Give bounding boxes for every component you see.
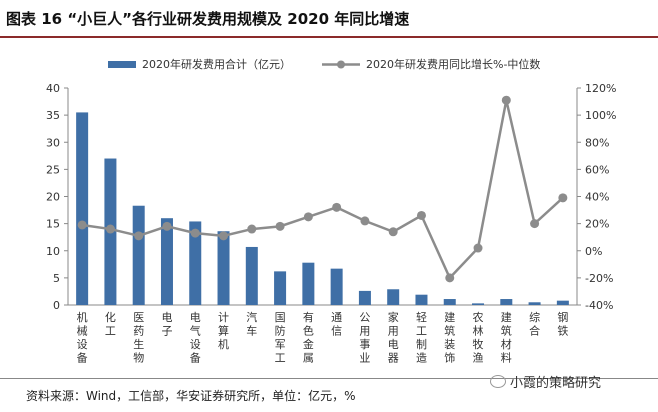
left-tick-label: 35 bbox=[46, 109, 60, 122]
category-label: 计算机 bbox=[218, 311, 229, 351]
category-label: 机械设备 bbox=[77, 310, 88, 365]
watermark-text: 小霞的策略研究 bbox=[510, 376, 602, 391]
bar bbox=[217, 231, 230, 305]
right-tick-label: -40% bbox=[585, 299, 613, 312]
category-label: 有色金属 bbox=[303, 310, 314, 365]
bar bbox=[274, 271, 287, 305]
legend-bar-swatch bbox=[108, 61, 136, 68]
legend: 2020年研发费用合计（亿元） 2020年研发费用同比增长%-中位数 bbox=[108, 57, 540, 71]
category-label: 化工 bbox=[105, 310, 116, 338]
left-tick-label: 25 bbox=[46, 163, 60, 176]
left-tick-label: 15 bbox=[46, 218, 60, 231]
legend-line-label: 2020年研发费用同比增长%-中位数 bbox=[366, 57, 540, 71]
category-label: 农林牧渔 bbox=[473, 310, 484, 365]
growth-point bbox=[388, 227, 398, 237]
right-tick-label: 100% bbox=[585, 109, 616, 122]
left-tick-label: 0 bbox=[53, 299, 60, 312]
bar bbox=[556, 300, 569, 305]
right-tick-label: -20% bbox=[585, 272, 613, 285]
bar bbox=[132, 205, 145, 305]
category-label: 公用事业 bbox=[359, 311, 370, 365]
source-rule bbox=[0, 378, 658, 379]
growth-point bbox=[247, 224, 257, 234]
left-tick-label: 20 bbox=[46, 191, 60, 204]
right-tick-label: 120% bbox=[585, 82, 616, 95]
left-tick-label: 5 bbox=[53, 272, 60, 285]
category-label: 建筑装饰 bbox=[444, 310, 455, 365]
bar bbox=[528, 302, 541, 305]
bar bbox=[415, 294, 428, 305]
category-label: 家用电器 bbox=[388, 310, 399, 365]
left-tick-label: 30 bbox=[46, 136, 60, 149]
bar bbox=[387, 289, 400, 305]
figure-title: 图表 16 “小巨人”各行业研发费用规模及 2020 年同比增速 bbox=[6, 10, 410, 28]
bar bbox=[443, 299, 456, 305]
right-axis: -40% -20% 0% 20% 40% 60% 80% 100% 120% bbox=[576, 82, 616, 312]
bar bbox=[330, 268, 343, 305]
growth-point bbox=[190, 228, 200, 238]
growth-point bbox=[219, 231, 229, 241]
category-label: 通信 bbox=[331, 311, 342, 338]
growth-point bbox=[360, 216, 370, 226]
bar bbox=[302, 262, 315, 305]
growth-point bbox=[332, 202, 342, 212]
growth-point bbox=[303, 212, 313, 222]
growth-point bbox=[530, 219, 540, 229]
right-tick-label: 80% bbox=[585, 136, 609, 149]
title-rule bbox=[0, 36, 658, 38]
growth-point bbox=[162, 221, 172, 231]
watermark: 小霞的策略研究 bbox=[490, 372, 601, 391]
category-label: 钢铁 bbox=[557, 311, 568, 338]
bar-series bbox=[68, 112, 577, 306]
bar bbox=[358, 290, 371, 305]
growth-point bbox=[105, 224, 115, 234]
category-label: 综合 bbox=[529, 310, 540, 338]
right-tick-label: 20% bbox=[585, 218, 609, 231]
bar bbox=[76, 112, 89, 305]
bar bbox=[472, 303, 485, 305]
bar bbox=[500, 299, 513, 305]
right-tick-label: 40% bbox=[585, 191, 609, 204]
category-label: 医药生物 bbox=[133, 311, 144, 365]
growth-point bbox=[77, 220, 87, 230]
bar bbox=[245, 246, 258, 305]
source-note: 资料来源：Wind，工信部，华安证券研究所，单位：亿元，% bbox=[26, 389, 356, 403]
left-tick-label: 40 bbox=[46, 82, 60, 95]
bar bbox=[189, 221, 202, 305]
growth-point bbox=[275, 221, 285, 231]
growth-point bbox=[445, 273, 455, 283]
growth-point bbox=[558, 193, 568, 203]
line-series bbox=[77, 95, 568, 283]
right-tick-label: 60% bbox=[585, 163, 609, 176]
right-tick-label: 0% bbox=[585, 245, 602, 258]
bar bbox=[160, 218, 173, 305]
growth-point bbox=[416, 210, 426, 220]
growth-point bbox=[473, 243, 483, 253]
category-label: 轻工制造 bbox=[416, 310, 427, 365]
x-axis-labels: 机械设备 化工 医药生物 电子 电气设备 计算机 汽车 国防军工 有色金属 通信 公用事业 家用电器 轻… bbox=[77, 310, 569, 365]
growth-point bbox=[501, 95, 511, 105]
category-label: 国防军工 bbox=[275, 311, 286, 365]
growth-point bbox=[134, 231, 144, 241]
wechat-icon bbox=[490, 375, 506, 388]
category-label: 建筑材料 bbox=[501, 310, 512, 365]
category-label: 电气设备 bbox=[190, 311, 201, 365]
legend-bar-label: 2020年研发费用合计（亿元） bbox=[142, 57, 291, 71]
left-tick-label: 10 bbox=[46, 245, 60, 258]
growth-line bbox=[81, 99, 564, 281]
category-label: 电子 bbox=[161, 311, 172, 338]
category-label: 汽车 bbox=[246, 310, 257, 338]
legend-line-marker bbox=[337, 60, 345, 69]
left-axis: 0 5 10 15 20 25 30 35 40 bbox=[46, 82, 69, 312]
